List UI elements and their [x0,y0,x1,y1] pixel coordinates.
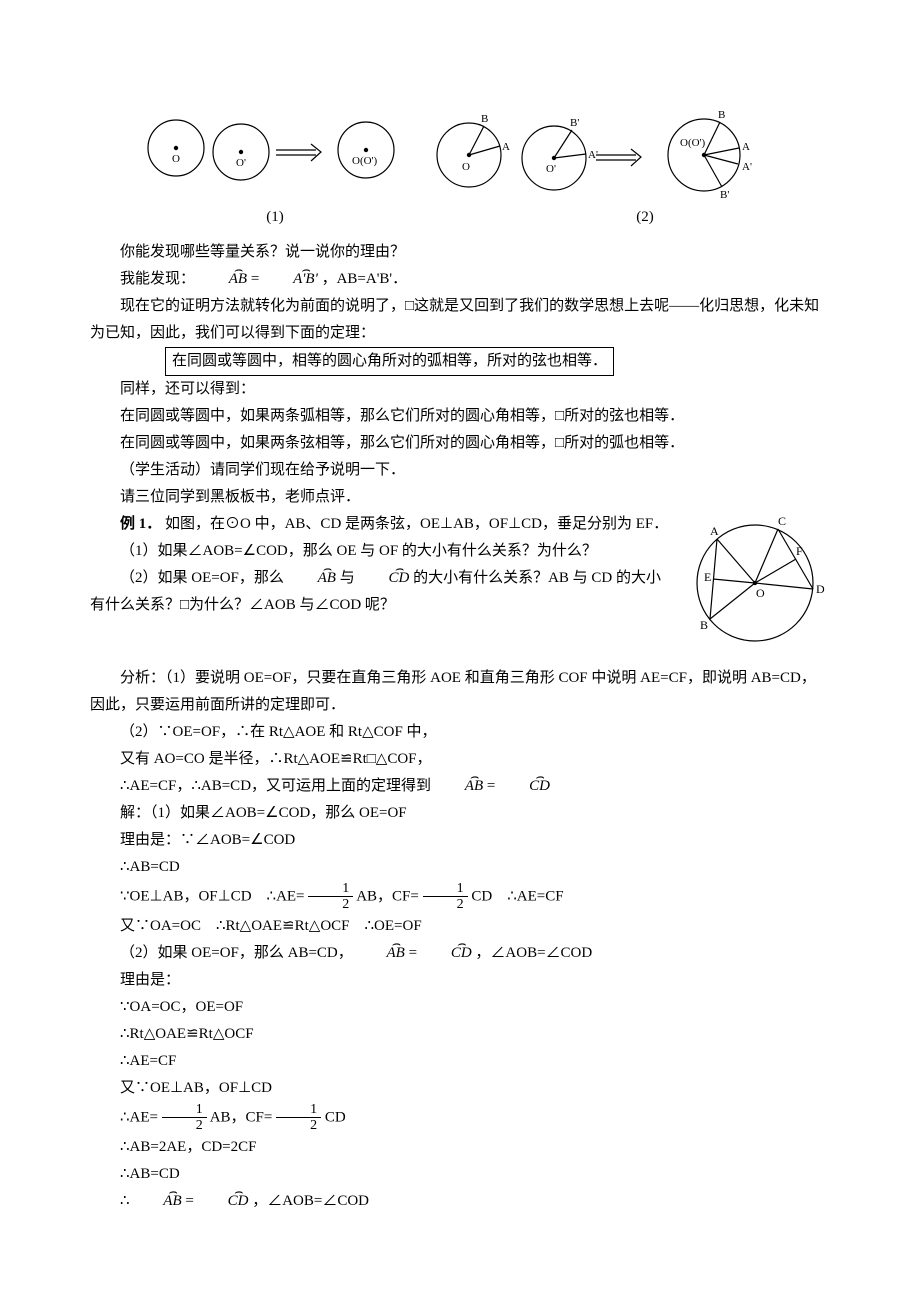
den: 2 [162,1118,207,1133]
txt: 我能发现： [120,271,195,287]
sol-8: ∵OA=OC，OE=OF [90,994,830,1021]
den: 2 [276,1118,321,1133]
arc-apbp: A'B' [263,266,318,293]
figure-1-svg: O O' O(O') [136,100,416,190]
para-blackboard: 请三位同学到黑板板书，老师点评． [90,484,830,511]
arc-cd-2: CD [499,773,550,800]
sol-15: ∴ AB = CD ，∠AOB=∠COD [90,1188,830,1215]
frac-half-2: 12 [423,881,468,913]
num: 1 [162,1102,207,1118]
para-discover: 我能发现： AB = A'B' ，AB=A'B'． [90,266,830,293]
svg-text:A: A [502,141,510,153]
figure-row: O O' O(O') [90,100,830,200]
boxed-theorem-row: 在同圆或等圆中，相等的圆心角所对的弧相等，所对的弦也相等． [90,347,830,376]
txt: CD ∴AE=CF [471,888,563,904]
para-cor2: 在同圆或等圆中，如果两条弦相等，那么它们所对的圆心角相等，□所对的弧也相等． [90,430,830,457]
sol-1: 解：（1）如果∠AOB=∠COD，那么 OE=OF [90,800,830,827]
svg-text:B: B [481,113,488,125]
txt: ∴AE= [120,1109,158,1125]
txt: CD [325,1109,346,1125]
para-cor1: 在同圆或等圆中，如果两条弧相等，那么它们所对的圆心角相等，□所对的弦也相等． [90,403,830,430]
num: 1 [276,1102,321,1118]
arc-ab-3: AB [435,773,483,800]
svg-text:A: A [742,141,750,153]
arc-cd-4: CD [198,1188,249,1215]
den: 2 [423,897,468,912]
txt: AB，CF= [356,888,419,904]
para-transform: 现在它的证明方法就转化为前面的说明了，□这就是又回到了我们的数学思想上去呢——化… [90,293,830,347]
arc-cd: CD [358,565,409,592]
sol-9: ∴Rt△OAE≌Rt△OCF [90,1021,830,1048]
svg-text:O': O' [546,163,556,175]
sol-12: ∴AE= 12 AB，CF= 12 CD [90,1102,830,1134]
txt: ，AB=A'B'． [322,271,408,287]
svg-text:D: D [816,582,825,596]
arc-ab-2: AB [288,565,336,592]
frac-half-1: 12 [308,881,353,913]
num: 1 [308,881,353,897]
svg-text:O: O [172,153,180,165]
figure-captions: (1) (2) [90,204,830,231]
figure-2-svg: B A O B' A' O' O(O') B A A' B' [424,100,784,200]
sol-10: ∴AE=CF [90,1048,830,1075]
arc-ab: AB [199,266,247,293]
txt: ∴AE=CF，∴AB=CD，又可运用上面的定理得到 [120,778,435,794]
analysis-1: 分析：（1）要说明 OE=OF，只要在直角三角形 AOE 和直角三角形 COF … [90,665,830,719]
svg-text:O: O [462,161,470,173]
den: 2 [308,897,353,912]
sol-2: 理由是：∵∠AOB=∠COD [90,827,830,854]
svg-text:B: B [700,618,708,632]
txt: = [185,1193,197,1209]
txt: = [409,945,421,961]
svg-text:E: E [704,570,711,584]
txt: ∴ [120,1193,130,1209]
svg-text:C: C [778,514,786,528]
txt: ，∠AOB=∠COD [252,1193,369,1209]
svg-text:B': B' [720,189,729,200]
sol-6: （2）如果 OE=OF，那么 AB=CD， AB = CD ，∠AOB=∠COD [90,940,830,967]
para-activity: （学生活动）请同学们现在给予说明一下． [90,457,830,484]
svg-text:O(O'): O(O') [680,137,706,149]
sol-11: 又∵OE⊥AB，OF⊥CD [90,1075,830,1102]
txt: 与 [340,570,359,586]
svg-text:O(O'): O(O') [352,155,378,167]
para-likewise: 同样，还可以得到： [90,376,830,403]
frac-half-3: 12 [162,1102,207,1134]
example-label: 例 1． [120,516,161,532]
txt: （2）如果 OE=OF，那么 [120,570,288,586]
analysis-2: （2）∵OE=OF，∴在 Rt△AOE 和 Rt△COF 中， [90,719,830,746]
svg-text:F: F [796,544,803,558]
txt: ∵OE⊥AB，OF⊥CD ∴AE= [120,888,305,904]
arc-ab-4: AB [357,940,405,967]
svg-text:B: B [718,109,725,121]
txt: = [251,271,263,287]
frac-half-4: 12 [276,1102,321,1134]
sol-4: ∵OE⊥AB，OF⊥CD ∴AE= 12 AB，CF= 12 CD ∴AE=CF [90,881,830,913]
figcap-2: (2) [636,204,654,231]
sol-3: ∴AB=CD [90,854,830,881]
svg-text:B': B' [570,117,579,129]
num: 1 [423,881,468,897]
svg-text:A': A' [742,161,752,173]
txt: = [487,778,499,794]
sol-7: 理由是： [90,967,830,994]
svg-text:O: O [756,586,765,600]
arc-cd-3: CD [421,940,472,967]
arc-ab-5: AB [133,1188,181,1215]
sol-13: ∴AB=2AE，CD=2CF [90,1134,830,1161]
svg-text:A: A [710,524,719,538]
example-figure-svg: A C B D E F O [680,511,830,651]
svg-text:O': O' [236,157,246,169]
boxed-theorem: 在同圆或等圆中，相等的圆心角所对的弧相等，所对的弦也相等． [165,347,614,376]
example-text: 如图，在⊙O 中，AB、CD 是两条弦，OE⊥AB，OF⊥CD，垂足分别为 EF… [165,516,668,532]
analysis-4: ∴AE=CF，∴AB=CD，又可运用上面的定理得到 AB = CD [90,773,830,800]
txt: （2）如果 OE=OF，那么 AB=CD， [120,945,353,961]
txt: AB，CF= [210,1109,273,1125]
figcap-1: (1) [266,204,284,231]
txt: ，∠AOB=∠COD [475,945,592,961]
svg-text:A': A' [588,149,598,161]
